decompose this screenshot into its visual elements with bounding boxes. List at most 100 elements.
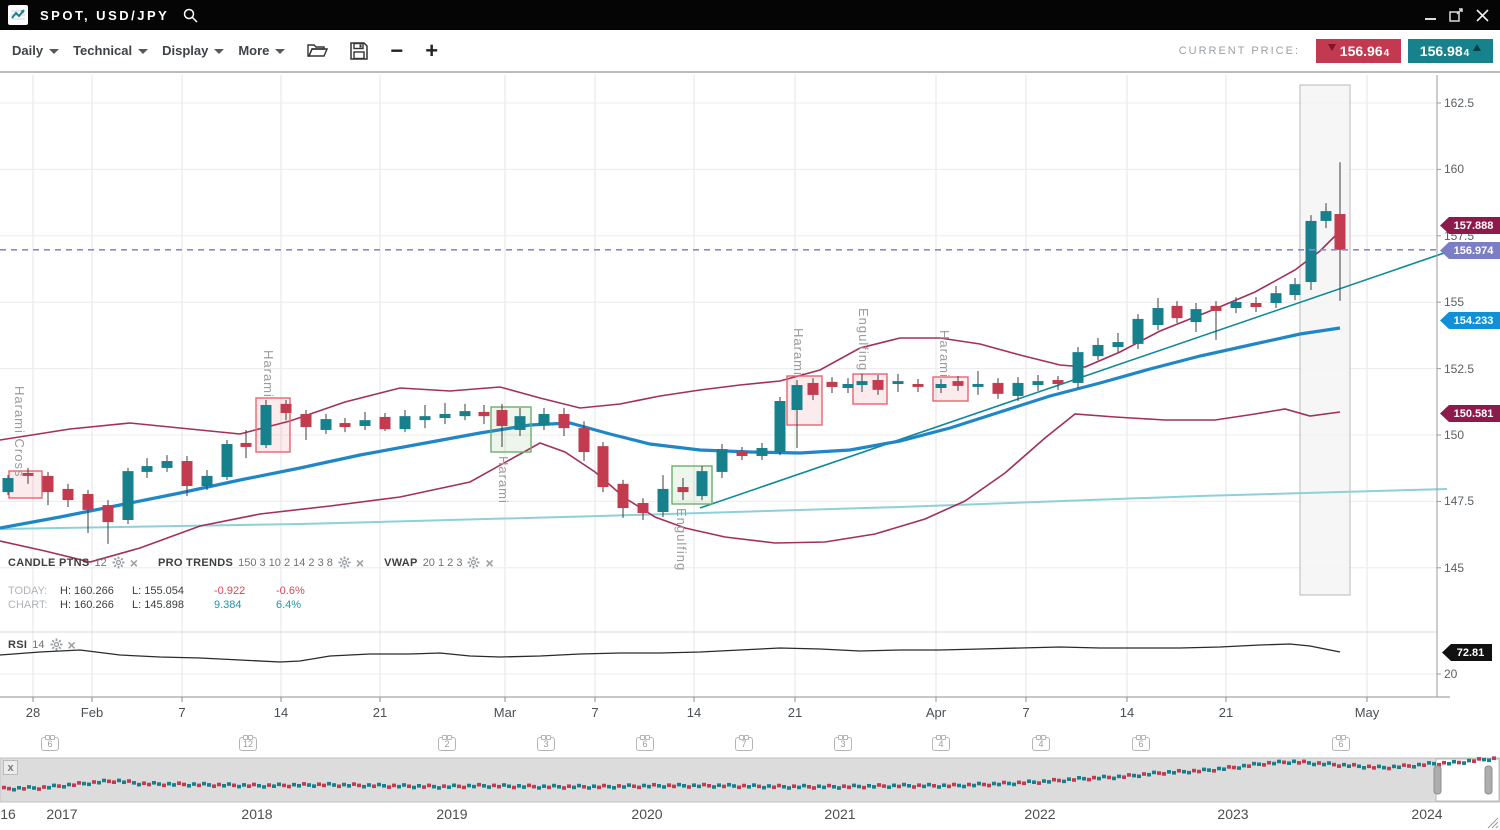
price-tag: 150.581: [1440, 405, 1500, 422]
close-icon[interactable]: ×: [355, 554, 365, 571]
toolbar: Daily Technical Display More − +: [0, 30, 1500, 73]
calendar-event-icon[interactable]: 6: [1132, 735, 1150, 751]
chevron-down-icon: [138, 48, 149, 54]
calendar-event-icon[interactable]: 6: [1332, 735, 1350, 751]
candle-pattern-label: Harami Cross: [12, 386, 27, 478]
x-axis-tick-label: 14: [1119, 705, 1135, 720]
rsi-legend-row: RSI 14 ×: [8, 636, 76, 653]
close-icon[interactable]: ×: [129, 554, 138, 571]
ask-price-button[interactable]: 156.984: [1408, 38, 1493, 63]
rsi-line: [0, 643, 1341, 663]
indicator-vwap: VWAP 20 1 2 3 ×: [384, 554, 494, 571]
chevron-down-icon: [275, 48, 286, 54]
calendar-event-icon[interactable]: 12: [239, 735, 257, 751]
indicator-candle-patterns: CANDLE PTNS 12 ×: [8, 554, 138, 571]
resize-grip[interactable]: [1495, 825, 1499, 829]
chart-high: H: 160.266: [60, 599, 114, 611]
today-change: -0.922: [214, 585, 246, 597]
candle-pattern-label: Harami: [791, 328, 806, 376]
arrow-up-icon: [1473, 44, 1482, 51]
overview-year-label: 2018: [241, 806, 273, 822]
more-menu[interactable]: More: [238, 43, 286, 58]
calendar-event-icon[interactable]: 4: [932, 735, 950, 751]
today-change-pct: -0.6%: [276, 585, 305, 597]
x-axis-tick-label: 7: [591, 705, 599, 720]
save-icon[interactable]: [350, 41, 369, 60]
timeframe-menu[interactable]: Daily: [12, 43, 60, 58]
indicator-name: PRO TRENDS: [157, 556, 234, 569]
gear-icon[interactable]: [338, 556, 351, 569]
candle-pattern-label: Harami: [496, 456, 511, 504]
overview-year-label: 2024: [1411, 806, 1443, 822]
x-axis-tick-label: Apr: [925, 705, 947, 720]
bid-price-value: 156.964: [1339, 42, 1390, 59]
grid: [0, 75, 1437, 697]
y-axis-tick-label: 147.5: [1444, 494, 1475, 509]
x-axis-tick-label: May: [1354, 705, 1380, 720]
indicator-name: CANDLE PTNS: [8, 556, 90, 569]
calendar-event-icon[interactable]: 3: [834, 735, 852, 751]
chevron-down-icon: [49, 48, 60, 54]
candles: [2, 162, 1346, 544]
x-axis-tick-label: 14: [273, 705, 289, 720]
search-icon[interactable]: [183, 8, 198, 23]
resize-grip[interactable]: [1491, 821, 1499, 829]
resize-grip[interactable]: [1487, 817, 1499, 829]
overview-strip: [0, 756, 1500, 829]
gear-icon[interactable]: [112, 556, 125, 569]
bid-price-button[interactable]: 156.964: [1316, 38, 1401, 63]
candle-pattern-label: Harami: [937, 330, 952, 378]
x-axis-tick-label: Feb: [80, 705, 104, 720]
window-controls: [1422, 7, 1500, 23]
gear-icon[interactable]: [467, 556, 480, 569]
zoom-in-button[interactable]: +: [425, 39, 438, 61]
selection-handle-left[interactable]: [1433, 765, 1442, 795]
popout-button[interactable]: [1448, 7, 1464, 23]
close-icon[interactable]: ×: [485, 554, 494, 571]
calendar-event-icon[interactable]: 7: [735, 735, 753, 751]
price-tag: 72.81: [1442, 644, 1492, 661]
overview-year-label: 2023: [1217, 806, 1249, 822]
calendar-event-icon[interactable]: 4: [1032, 735, 1050, 751]
y-axis-tick-label: 160: [1444, 162, 1465, 177]
chart-low: L: 145.898: [132, 599, 184, 611]
chart-stats-row: CHART: H: 160.266 L: 145.898 9.384 6.4%: [8, 598, 326, 612]
gear-icon[interactable]: [50, 638, 63, 651]
highlight-region[interactable]: [1299, 84, 1351, 596]
indicator-pro-trends: PRO TRENDS 150 3 10 2 14 2 3 8 ×: [157, 554, 365, 571]
minimize-button[interactable]: [1422, 7, 1438, 23]
chart-change-pct: 6.4%: [276, 599, 302, 611]
calendar-event-icon[interactable]: 6: [41, 735, 59, 751]
technical-menu-label: Technical: [73, 43, 133, 58]
candle-pattern-label: Harami: [261, 350, 276, 398]
y-axis-tick-label: 155: [1444, 295, 1465, 310]
calendar-event-icon[interactable]: 2: [438, 735, 456, 751]
more-menu-label: More: [238, 43, 270, 58]
current-price-zone: CURRENT PRICE: 156.964 156.984: [1179, 38, 1500, 63]
indicator-legend-row: CANDLE PTNS 12 × PRO TRENDS 150 3 10 2 1…: [8, 554, 494, 571]
close-icon[interactable]: ×: [67, 636, 76, 653]
rsi-axis-tick-label: 20: [1444, 667, 1458, 681]
technical-menu[interactable]: Technical: [73, 43, 149, 58]
selection-handle-right[interactable]: [1484, 765, 1493, 795]
x-axis-tick-label: 7: [1022, 705, 1030, 720]
rsi-name: RSI: [8, 638, 28, 651]
chevron-down-icon: [214, 48, 225, 54]
y-axis-tick-label: 150: [1444, 428, 1465, 442]
today-low: L: 155.054: [132, 585, 184, 597]
overview-year-label: 16: [0, 806, 16, 822]
open-folder-icon[interactable]: [307, 42, 329, 59]
x-axis-tick-label: 14: [686, 705, 702, 720]
window-title: SPOT, USD/JPY: [40, 7, 170, 23]
close-icon[interactable]: [1474, 7, 1490, 23]
y-axis-tick-label: 162.5: [1444, 96, 1475, 110]
display-menu[interactable]: Display: [162, 43, 225, 58]
calendar-event-icon[interactable]: 6: [636, 735, 654, 751]
overview-year-label: 2017: [46, 806, 78, 822]
overview-close-button[interactable]: x: [3, 760, 18, 775]
overlay-lines: [0, 230, 1448, 563]
calendar-event-icon[interactable]: 3: [537, 735, 555, 751]
zoom-out-button[interactable]: −: [390, 39, 403, 61]
